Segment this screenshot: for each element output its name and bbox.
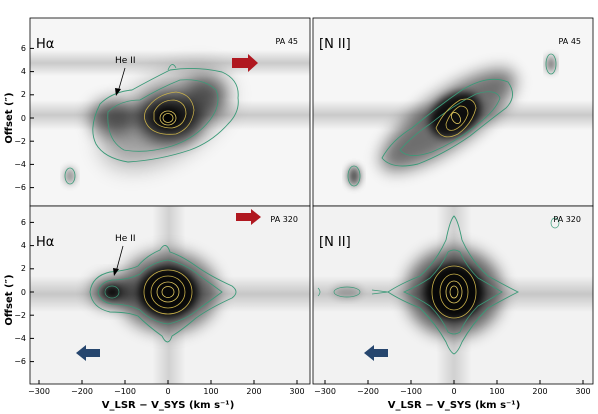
x-axis-label: V_LSR − V_SYS (km s⁻¹) bbox=[102, 400, 235, 411]
x-tick-label: 300 bbox=[289, 387, 304, 396]
panel-line-label: Hα bbox=[36, 37, 54, 52]
y-tick-label: 2 bbox=[21, 264, 26, 273]
x-tick-label: 300 bbox=[575, 387, 590, 396]
panel-pa-label: PA 45 bbox=[275, 37, 298, 46]
x-ticks-right: −300 −200 −100 0 100 200 300 bbox=[314, 380, 591, 396]
x-tick-label: 0 bbox=[451, 387, 456, 396]
panel-line-label: [N II] bbox=[319, 37, 351, 52]
x-tick-label: −300 bbox=[314, 387, 336, 396]
y-tick-label: −2 bbox=[14, 311, 26, 320]
x-tick-label: −200 bbox=[357, 387, 379, 396]
annotation-arrow-line bbox=[115, 245, 124, 273]
x-tick-label: 100 bbox=[489, 387, 504, 396]
x-tick-label: −300 bbox=[28, 387, 50, 396]
y-tick-label: 0 bbox=[21, 288, 26, 297]
panel-line-label: [N II] bbox=[319, 235, 351, 250]
x-tick-label: 200 bbox=[532, 387, 547, 396]
y-tick-label: −4 bbox=[14, 334, 26, 343]
y-tick-label: −4 bbox=[14, 160, 26, 169]
y-ticks-bottom: 6 4 2 0 −2 −4 −6 bbox=[14, 218, 34, 366]
x-axis-label: V_LSR − V_SYS (km s⁻¹) bbox=[388, 400, 521, 411]
x-tick-label: −200 bbox=[71, 387, 93, 396]
y-tick-label: 4 bbox=[21, 67, 26, 76]
y-axis-left: 6 4 2 0 −2 −4 −6 6 4 2 0 −2 −4 −6 Offset… bbox=[4, 44, 34, 366]
x-tick-label: −100 bbox=[114, 387, 136, 396]
x-tick-label: 100 bbox=[203, 387, 218, 396]
y-axis-label: Offset (″) bbox=[4, 92, 15, 143]
y-tick-label: −2 bbox=[14, 137, 26, 146]
he-ii-annotation: He II bbox=[115, 56, 135, 66]
y-tick-label: 2 bbox=[21, 90, 26, 99]
x-tick-label: 0 bbox=[165, 387, 170, 396]
panel-pa-label: PA 320 bbox=[553, 215, 581, 224]
panel-ha-pa45: Hα PA 45 He II bbox=[29, 17, 311, 207]
panel-nii-pa45: [N II] PA 45 bbox=[312, 17, 594, 207]
he-ii-annotation: He II bbox=[115, 234, 135, 244]
y-tick-label: 0 bbox=[21, 114, 26, 123]
x-ticks-left: −300 −200 −100 0 100 200 300 bbox=[28, 380, 305, 396]
y-axis-label: Offset (″) bbox=[4, 274, 15, 325]
y-tick-label: 6 bbox=[21, 44, 26, 53]
panel-nii-pa320: [N II] PA 320 bbox=[312, 205, 594, 385]
annotation-arrowhead bbox=[115, 88, 121, 96]
x-tick-label: −100 bbox=[400, 387, 422, 396]
annotation-arrow-line bbox=[117, 67, 126, 93]
x-axis: −300 −200 −100 0 100 200 300 −300 −200 −… bbox=[28, 380, 591, 411]
y-tick-label: 4 bbox=[21, 241, 26, 250]
y-ticks-top: 6 4 2 0 −2 −4 −6 bbox=[14, 44, 34, 192]
redshift-arrow-icon bbox=[232, 54, 258, 72]
blueshift-arrow-icon bbox=[364, 345, 388, 361]
blueshift-arrow-icon bbox=[76, 345, 100, 361]
y-tick-label: −6 bbox=[14, 357, 26, 366]
y-tick-label: 6 bbox=[21, 218, 26, 227]
x-tick-label: 200 bbox=[246, 387, 261, 396]
panel-pa-label: PA 45 bbox=[558, 37, 581, 46]
annotation-arrowhead bbox=[113, 268, 119, 276]
panel-pa-label: PA 320 bbox=[270, 215, 298, 224]
y-tick-label: −6 bbox=[14, 183, 26, 192]
panel-line-label: Hα bbox=[36, 235, 54, 250]
panel-ha-pa320: Hα PA 320 He II bbox=[29, 205, 311, 385]
redshift-arrow-icon bbox=[236, 209, 261, 225]
